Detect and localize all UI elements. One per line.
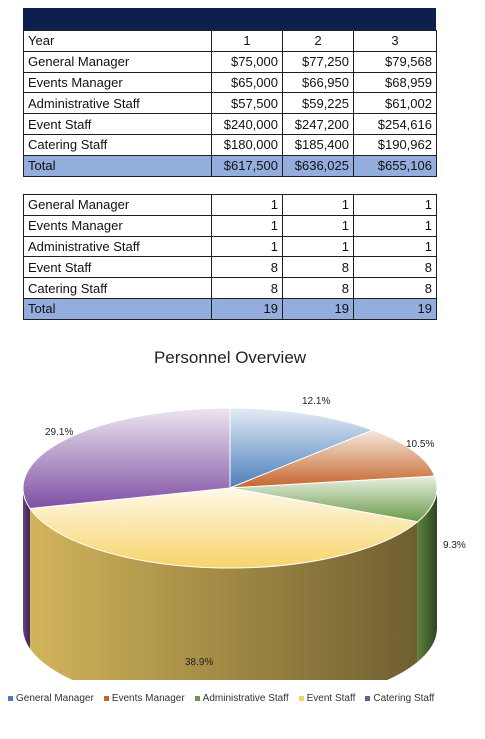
pie-chart bbox=[22, 407, 438, 680]
row-label: Administrative Staff bbox=[23, 92, 212, 115]
cell-value: 8 bbox=[353, 256, 437, 279]
cell-value: $59,225 bbox=[282, 92, 354, 115]
legend-item-general-manager: General Manager bbox=[8, 693, 94, 704]
row-label: General Manager bbox=[23, 194, 212, 216]
salary-total-row: Total $617,500 $636,025 $655,106 bbox=[23, 154, 437, 177]
cell-value: 1 bbox=[353, 214, 437, 237]
cell-value: $79,568 bbox=[353, 50, 437, 73]
cell-value: $617,500 bbox=[211, 154, 283, 177]
cell-value: 1 bbox=[282, 194, 354, 216]
pie-slice-general-manager bbox=[229, 407, 375, 489]
salary-table: Year 1 2 3 General Manager $75,000 $77,250 $79,… bbox=[23, 30, 437, 177]
table-row: Administrative Staff 1 1 1 bbox=[23, 235, 437, 258]
table-row: Catering Staff $180,000 $185,400 $190,962 bbox=[23, 133, 437, 156]
legend-swatch bbox=[365, 695, 371, 701]
cell-value: $180,000 bbox=[211, 133, 283, 156]
pie-slice-events-manager bbox=[229, 429, 436, 489]
row-label: Event Staff bbox=[23, 113, 212, 135]
cell-value: $636,025 bbox=[282, 154, 354, 177]
legend-label: Administrative Staff bbox=[202, 693, 289, 704]
cell-value: 8 bbox=[282, 277, 354, 299]
slice-label-administrative-staff: 9.3% bbox=[443, 540, 466, 551]
row-label: Year bbox=[23, 30, 212, 52]
pie-side-administrative-staff bbox=[417, 488, 437, 662]
table-row: General Manager $75,000 $77,250 $79,568 bbox=[23, 50, 437, 73]
salary-header-row: Year 1 2 3 bbox=[23, 30, 437, 52]
pie-slice-administrative-staff bbox=[229, 475, 438, 523]
cell-value: 19 bbox=[282, 297, 354, 320]
legend-item-administrative-staff: Administrative Staff bbox=[194, 693, 289, 704]
cell-value: 1 bbox=[282, 214, 354, 237]
row-label: Event Staff bbox=[23, 256, 212, 279]
pie-side-catering-staff bbox=[23, 488, 30, 649]
row-label: Events Manager bbox=[23, 71, 212, 94]
pie-side-event-staff bbox=[29, 508, 418, 680]
table-row: Event Staff $240,000 $247,200 $254,616 bbox=[23, 113, 437, 135]
row-label: Catering Staff bbox=[23, 133, 212, 156]
cell-value: $240,000 bbox=[211, 113, 283, 135]
legend-swatch bbox=[103, 695, 109, 701]
cell-value: 19 bbox=[353, 297, 437, 320]
table-row: General Manager 1 1 1 bbox=[23, 194, 437, 216]
legend-label: Event Staff bbox=[306, 693, 356, 704]
cell-value: $65,000 bbox=[211, 71, 283, 94]
legend-swatch bbox=[298, 695, 304, 701]
cell-value: $57,500 bbox=[211, 92, 283, 115]
cell-value: 2 bbox=[282, 30, 354, 52]
legend-item-catering-staff: Catering Staff bbox=[365, 693, 434, 704]
row-label: Catering Staff bbox=[23, 277, 212, 299]
legend-label: Catering Staff bbox=[373, 693, 435, 704]
cell-value: $75,000 bbox=[211, 50, 283, 73]
cell-value: $66,950 bbox=[282, 71, 354, 94]
slice-label-catering-staff: 29.1% bbox=[45, 427, 74, 438]
cell-value: 1 bbox=[211, 235, 283, 258]
cell-value: $247,200 bbox=[282, 113, 354, 135]
cell-value: $68,959 bbox=[353, 71, 437, 94]
cell-value: 8 bbox=[211, 277, 283, 299]
slice-label-event-staff: 38.9% bbox=[185, 657, 214, 668]
cell-value: 1 bbox=[282, 235, 354, 258]
row-label: Total bbox=[23, 297, 212, 320]
cell-value: 1 bbox=[211, 194, 283, 216]
legend-swatch bbox=[194, 695, 200, 701]
cell-value: 3 bbox=[353, 30, 437, 52]
cell-value: 1 bbox=[353, 235, 437, 258]
cell-value: 8 bbox=[353, 277, 437, 299]
table-row: Catering Staff 8 8 8 bbox=[23, 277, 437, 299]
cell-value: 1 bbox=[211, 214, 283, 237]
chart-title: Personnel Overview bbox=[153, 348, 307, 367]
header-banner bbox=[23, 8, 436, 30]
row-label: General Manager bbox=[23, 50, 212, 73]
row-label: Events Manager bbox=[23, 214, 212, 237]
table-row: Events Manager 1 1 1 bbox=[23, 214, 437, 237]
table-row: Event Staff 8 8 8 bbox=[23, 256, 437, 279]
legend-item-events-manager: Events Manager bbox=[103, 693, 185, 704]
legend-label: General Manager bbox=[16, 693, 94, 704]
cell-value: 8 bbox=[211, 256, 283, 279]
slice-label-events-manager: 10.5% bbox=[406, 439, 435, 450]
cell-value: 19 bbox=[211, 297, 283, 320]
legend-item-event-staff: Event Staff bbox=[298, 693, 356, 704]
cell-value: $185,400 bbox=[282, 133, 354, 156]
headcount-total-row: Total 19 19 19 bbox=[23, 297, 437, 320]
cell-value: 1 bbox=[353, 194, 437, 216]
cell-value: $190,962 bbox=[353, 133, 437, 156]
legend-label: Events Manager bbox=[111, 693, 185, 704]
pie-slice-catering-staff bbox=[22, 407, 231, 510]
chart-legend: General Manager Events Manager Administrat… bbox=[8, 693, 444, 704]
legend-swatch bbox=[8, 695, 13, 701]
cell-value: $655,106 bbox=[353, 154, 437, 177]
pie-slice-event-staff bbox=[29, 487, 419, 569]
cell-value: $77,250 bbox=[282, 50, 354, 73]
cell-value: $254,616 bbox=[353, 113, 437, 135]
cell-value: 8 bbox=[282, 256, 354, 279]
headcount-table: General Manager 1 1 1 Events Manager 1 1 1 Admin… bbox=[23, 194, 437, 320]
slice-label-general-manager: 12.1% bbox=[302, 396, 331, 407]
row-label: Administrative Staff bbox=[23, 235, 212, 258]
table-row: Events Manager $65,000 $66,950 $68,959 bbox=[23, 71, 437, 94]
cell-value: 1 bbox=[211, 30, 283, 52]
cell-value: $61,002 bbox=[353, 92, 437, 115]
row-label: Total bbox=[23, 154, 212, 177]
table-row: Administrative Staff $57,500 $59,225 $61,00… bbox=[23, 92, 437, 115]
